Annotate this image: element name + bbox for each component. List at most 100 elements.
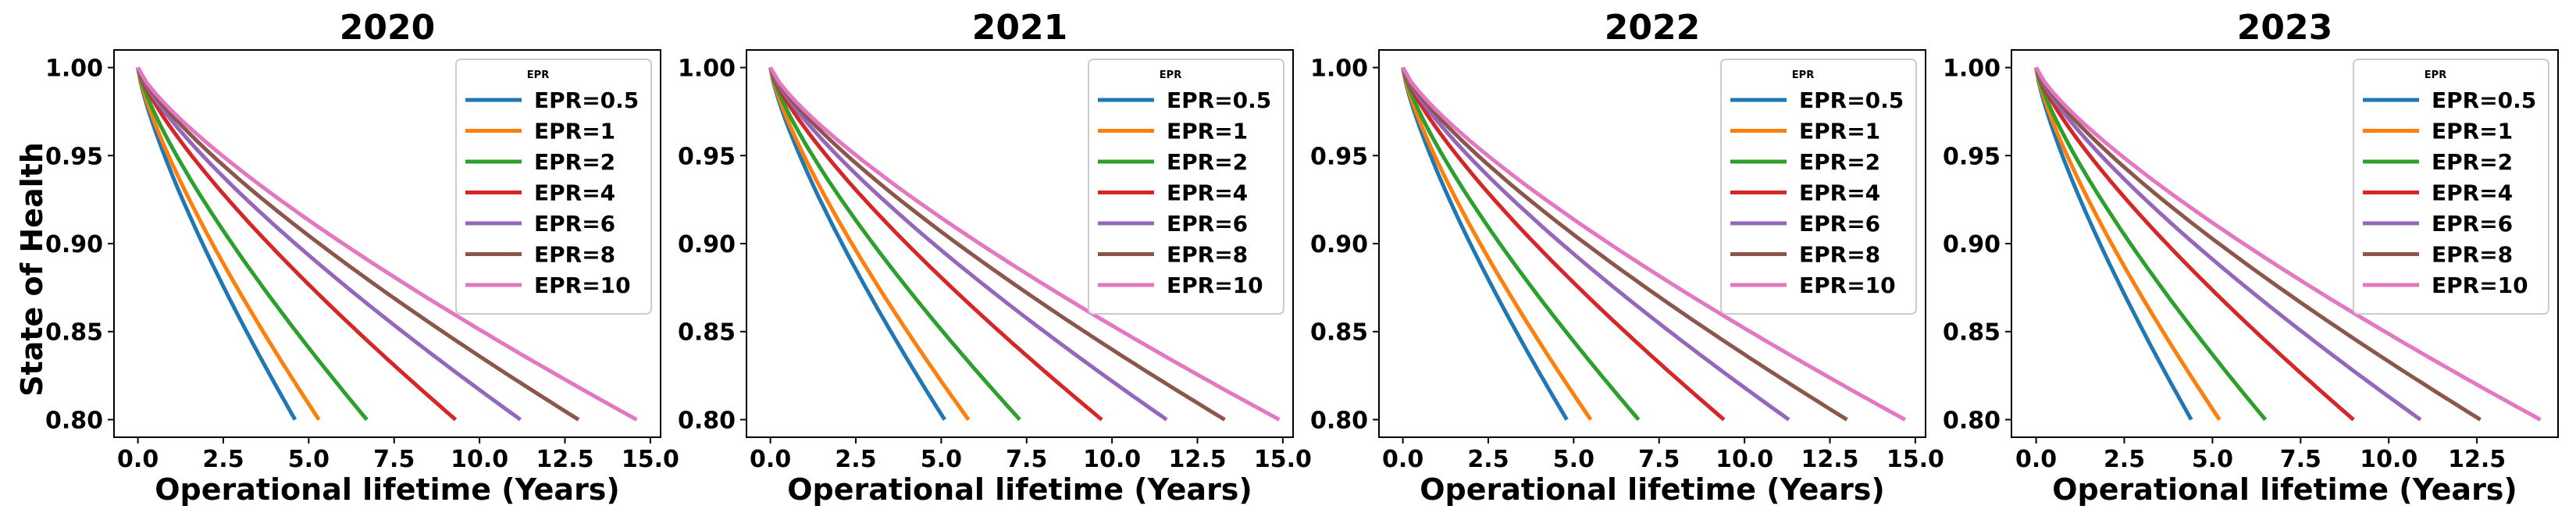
x-tick-label: 5.0 xyxy=(288,446,330,473)
series-line-EPR-6 xyxy=(768,66,1168,422)
y-tick-label: 1.00 xyxy=(45,55,103,83)
y-tick-label: 0.80 xyxy=(678,407,736,434)
x-tick-label: 12.5 xyxy=(1168,446,1226,473)
x-tick-label: 7.5 xyxy=(2280,446,2321,473)
series-line-EPR-2 xyxy=(2034,66,2268,422)
legend-box xyxy=(1720,59,1917,315)
panel-2023: 2023 0.0 2.5 5.0 7.5 10.0 12.5 0.80 0.85 0.90 0.95… xyxy=(1943,8,2559,507)
series-line-EPR-1 xyxy=(768,66,971,421)
series-line-EPR-8 xyxy=(136,66,580,422)
x-tick-label: 7.5 xyxy=(373,446,415,473)
x-tick-label: 10.0 xyxy=(1083,446,1141,473)
series-line-EPR-8 xyxy=(2034,66,2482,422)
x-tick-label: 10.0 xyxy=(451,446,508,473)
legend-label: EPR=4 xyxy=(2432,180,2513,206)
series-line-EPR-0_5 xyxy=(1401,67,1569,421)
x-tick-label: 12.5 xyxy=(1801,446,1858,473)
y-tick-label: 1.00 xyxy=(1943,55,2001,83)
legend-label: EPR=10 xyxy=(1167,272,1263,298)
legend: EPR EPR=0.5 EPR=1 EPR=2 EPR=4 EPR=6 EPR=8 EPR=1… xyxy=(2353,59,2549,315)
x-tick-label: 0.0 xyxy=(750,446,791,473)
y-tick-label: 0.85 xyxy=(1943,319,2001,347)
series-line-EPR-0_5 xyxy=(2034,67,2193,421)
legend-title: EPR xyxy=(1160,69,1181,81)
legend-label: EPR=10 xyxy=(2432,272,2528,298)
y-tick-label: 0.90 xyxy=(1310,231,1368,258)
legend-label: EPR=2 xyxy=(1799,149,1880,175)
legend-label: EPR=2 xyxy=(2432,149,2513,175)
legend-label: EPR=1 xyxy=(534,119,615,144)
series-line-EPR-4 xyxy=(1401,66,1726,422)
x-tick-label: 2.5 xyxy=(2104,446,2145,473)
series-line-EPR-10 xyxy=(768,66,1281,422)
x-tick-label: 10.0 xyxy=(2360,446,2417,473)
legend-label: EPR=0.5 xyxy=(2432,87,2536,113)
series-line-EPR-2 xyxy=(768,66,1021,422)
x-tick-label: 2.5 xyxy=(1467,446,1509,473)
x-tick-label: 5.0 xyxy=(1553,446,1594,473)
y-tick-label: 0.85 xyxy=(1310,319,1368,347)
x-axis-label: Operational lifetime (Years) xyxy=(1420,472,1885,507)
y-tick-label: 0.90 xyxy=(45,231,103,258)
y-tick-label: 0.90 xyxy=(1943,231,2001,258)
x-tick-label: 15.0 xyxy=(622,446,679,473)
series-line-EPR-8 xyxy=(768,66,1226,422)
x-tick-label: 0.0 xyxy=(1382,446,1423,473)
panels: 2020 0.0 2.5 5.0 7.5 10.0 12.5 15.0 0.80 0.85 0.90… xyxy=(45,8,2559,507)
panel-title: 2023 xyxy=(2237,8,2332,48)
legend-label: EPR=0.5 xyxy=(1167,87,1271,113)
y-tick-label: 0.95 xyxy=(678,143,736,170)
legend-label: EPR=8 xyxy=(1167,242,1248,268)
series-line-EPR-10 xyxy=(136,66,638,422)
x-tick-label: 10.0 xyxy=(1716,446,1773,473)
legend-label: EPR=0.5 xyxy=(534,87,639,113)
legend-label: EPR=1 xyxy=(1799,119,1880,144)
series-line-EPR-1 xyxy=(2034,66,2221,421)
legend: EPR EPR=0.5 EPR=1 EPR=2 EPR=4 EPR=6 EPR=8 EPR=1… xyxy=(455,59,652,315)
panel-2022: 2022 0.0 2.5 5.0 7.5 10.0 12.5 15.0 0.80 0.85 0.90… xyxy=(1310,8,1944,507)
series-line-EPR-2 xyxy=(1401,66,1641,422)
legend-box xyxy=(2353,59,2549,315)
legend-title: EPR xyxy=(527,69,549,81)
series-line-EPR-4 xyxy=(2034,66,2355,422)
series-line-EPR-6 xyxy=(1401,66,1790,422)
series-line-EPR-0_5 xyxy=(768,67,946,421)
y-tick-label: 0.85 xyxy=(678,319,736,347)
series-line-EPR-6 xyxy=(136,66,522,422)
legend: EPR EPR=0.5 EPR=1 EPR=2 EPR=4 EPR=6 EPR=8 EPR=1… xyxy=(1720,59,1917,315)
legend-label: EPR=6 xyxy=(1799,211,1880,237)
x-tick-label: 7.5 xyxy=(1006,446,1047,473)
y-tick-label: 0.95 xyxy=(1943,143,2001,170)
legend-label: EPR=1 xyxy=(1167,119,1248,144)
y-tick-label: 0.95 xyxy=(1310,143,1368,170)
series-line-EPR-10 xyxy=(1401,66,1906,422)
legend-box xyxy=(1088,59,1284,315)
series-line-EPR-4 xyxy=(136,66,458,422)
legend-label: EPR=8 xyxy=(1799,242,1880,268)
y-tick-label: 0.80 xyxy=(1943,407,2001,434)
legend-label: EPR=4 xyxy=(1799,180,1880,206)
legend-label: EPR=10 xyxy=(1799,272,1896,298)
legend-label: EPR=6 xyxy=(2432,211,2513,237)
x-tick-label: 15.0 xyxy=(1887,446,1944,473)
y-tick-label: 0.95 xyxy=(45,143,103,170)
series-line-EPR-1 xyxy=(136,66,321,421)
series-line-EPR-0_5 xyxy=(136,67,298,421)
legend-title: EPR xyxy=(1792,69,1814,81)
y-tick-label: 0.80 xyxy=(45,407,103,434)
y-tick-label: 0.80 xyxy=(1310,407,1368,434)
x-tick-label: 0.0 xyxy=(117,446,159,473)
x-tick-label: 0.0 xyxy=(2015,446,2057,473)
series-line-EPR-10 xyxy=(2034,66,2542,422)
legend-label: EPR=1 xyxy=(2432,119,2513,144)
x-tick-label: 5.0 xyxy=(921,446,962,473)
y-tick-label: 1.00 xyxy=(1310,55,1368,83)
legend-label: EPR=0.5 xyxy=(1799,87,1904,113)
x-tick-label: 12.5 xyxy=(536,446,593,473)
x-axis-label: Operational lifetime (Years) xyxy=(155,472,620,507)
x-tick-label: 15.0 xyxy=(1254,446,1312,473)
legend-label: EPR=10 xyxy=(534,272,631,298)
legend-label: EPR=6 xyxy=(1167,211,1248,237)
figure-ylabel: State of Health xyxy=(15,142,49,397)
legend-label: EPR=2 xyxy=(1167,149,1248,175)
